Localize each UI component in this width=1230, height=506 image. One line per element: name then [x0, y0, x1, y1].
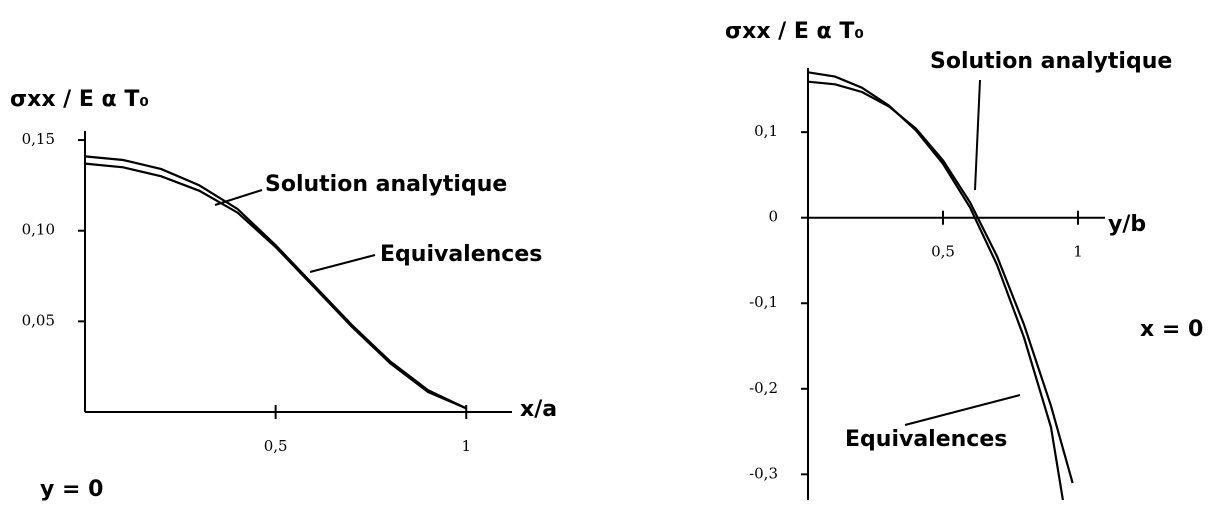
y-tick-label: 0	[768, 208, 778, 226]
series-label: Solution analytique	[930, 49, 1172, 74]
pointer	[904, 394, 1021, 426]
pointer	[214, 189, 263, 206]
y-tick-label: -0,3	[749, 464, 778, 482]
series-line	[84, 162, 467, 410]
y-tick-label: 0,15	[22, 130, 55, 148]
x-axis-label: x/a	[520, 397, 557, 422]
series-line	[84, 155, 467, 410]
x-tick-label: 1	[1073, 243, 1083, 261]
pointer	[974, 79, 981, 191]
annotation: y = 0	[40, 477, 103, 502]
series-line	[807, 80, 1074, 484]
series-label: Equivalences	[380, 242, 542, 267]
y-tick-label: 0,10	[22, 221, 55, 239]
y-tick-label: -0,2	[749, 379, 778, 397]
series-line	[807, 71, 1064, 501]
pointer	[309, 254, 376, 273]
y-tick-label: 0,05	[22, 311, 55, 329]
series-label: Solution analytique	[265, 172, 507, 197]
x-tick-label: 1	[461, 437, 471, 455]
y-axis-label: σxx / E α T₀	[10, 87, 149, 112]
y-tick-label: 0,1	[754, 122, 778, 140]
y-axis-label: σxx / E α T₀	[725, 19, 864, 44]
x-tick-label: 0,5	[931, 243, 955, 261]
series-label: Equivalences	[845, 427, 1007, 452]
annotation: x = 0	[1140, 317, 1203, 342]
y-tick-label: -0,1	[749, 293, 778, 311]
x-tick-label: 0,5	[264, 437, 288, 455]
x-axis-label: y/b	[1108, 212, 1146, 237]
